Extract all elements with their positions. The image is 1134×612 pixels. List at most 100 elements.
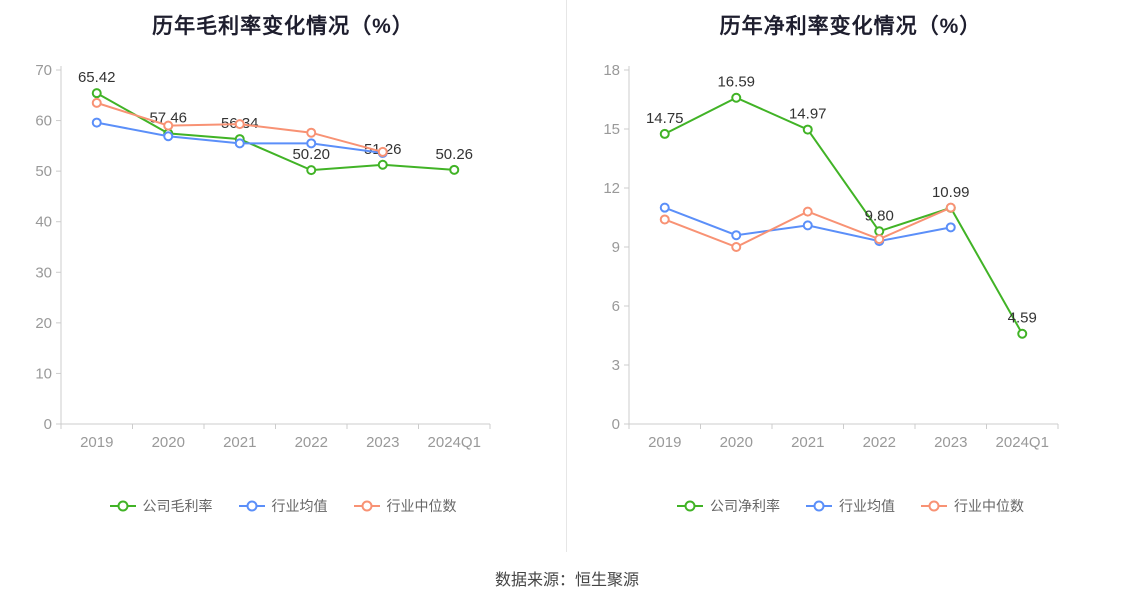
data-point-marker [306, 127, 317, 138]
legend-item[interactable]: 行业均值 [806, 496, 895, 516]
data-point-marker [449, 164, 460, 175]
line-circle-marker-icon [806, 500, 832, 512]
data-point-marker [306, 138, 317, 149]
y-tick-label: 0 [611, 416, 619, 433]
data-point-marker [659, 128, 670, 139]
net-margin-chart-title: 历年净利率变化情况（%） [719, 15, 982, 38]
gross-margin-legend: 公司毛利率 行业均值 行业中位数 [109, 496, 457, 516]
data-point-label: 10.99 [931, 184, 969, 201]
x-tick-label: 2021 [791, 434, 824, 451]
data-point-marker [802, 206, 813, 217]
y-tick-label: 30 [35, 264, 52, 281]
x-tick-label: 2021 [223, 434, 256, 451]
legend-dot [117, 500, 128, 512]
series-line [659, 202, 956, 252]
data-point-marker [802, 220, 813, 231]
line-circle-marker-icon [109, 500, 136, 512]
legend-item[interactable]: 行业中位数 [353, 496, 457, 516]
y-tick-label: 10 [35, 365, 52, 382]
x-tick-label: 2019 [80, 434, 113, 451]
data-point-label: 4.59 [1007, 310, 1036, 327]
data-point-marker [873, 234, 884, 245]
data-point-marker [945, 202, 956, 213]
net-margin-legend: 公司净利率 行业均值 行业中位数 [677, 496, 1024, 516]
legend-item[interactable]: 公司净利率 [677, 496, 780, 516]
data-point-marker [730, 230, 741, 241]
series-line [659, 202, 956, 247]
net-margin-line-chart: 0 3 6 9 12 15 18 2019 2020 2021 2022 2023 2024Q1 14.7… [603, 62, 1058, 451]
series-line [91, 97, 388, 157]
gross-margin-chart-title: 历年毛利率变化情况（%） [152, 15, 414, 38]
x-tick-label: 2024Q1 [428, 434, 481, 451]
data-point-marker [234, 138, 245, 149]
x-tick-label: 2020 [152, 434, 185, 451]
data-point-label: 9.80 [864, 207, 893, 224]
x-tick-label: 2022 [862, 434, 895, 451]
data-point-label: 50.26 [435, 146, 473, 163]
legend-label: 行业中位数 [386, 498, 457, 514]
data-point-label: 14.75 [645, 110, 683, 127]
x-tick-label: 2023 [366, 434, 399, 451]
x-tick-label: 2020 [719, 434, 752, 451]
data-point-marker [802, 124, 813, 135]
gross-margin-panel: 历年毛利率变化情况（%） 0 10 20 30 40 50 60 70 2019 2020 2021… [0, 0, 567, 552]
charts-row: 历年毛利率变化情况（%） 0 10 20 30 40 50 60 70 2019 2020 2021… [0, 0, 1134, 552]
data-point-marker [306, 165, 317, 176]
x-tick-label: 2019 [648, 434, 681, 451]
legend-dot [361, 500, 372, 512]
y-tick-label: 40 [35, 214, 52, 231]
legend-dot [246, 500, 257, 512]
legend-label: 公司毛利率 [142, 498, 213, 514]
y-tick-label: 6 [611, 298, 619, 315]
series-line: 14.75 16.59 14.97 9.80 10.99 4.59 [645, 74, 1036, 339]
data-point-label: 16.59 [717, 74, 755, 91]
data-point-label: 65.42 [78, 69, 116, 86]
data-source-note: 数据来源：恒生聚源 [494, 572, 639, 589]
net-margin-panel: 历年净利率变化情况（%） 0 3 6 9 12 15 18 2019 2020 2021 2022 2… [567, 0, 1134, 552]
y-tick-label: 20 [35, 315, 52, 332]
legend-item[interactable]: 公司毛利率 [109, 496, 213, 516]
legend-label: 行业均值 [839, 498, 895, 514]
line-circle-marker-icon [921, 500, 947, 512]
legend-dot [813, 500, 825, 512]
data-point-label: 14.97 [788, 106, 826, 123]
legend-dot [684, 500, 696, 512]
y-tick-label: 3 [611, 357, 619, 374]
data-point-marker [163, 120, 174, 131]
y-tick-label: 60 [35, 113, 52, 130]
legend-item[interactable]: 行业中位数 [921, 496, 1024, 516]
legend-item[interactable]: 行业均值 [238, 496, 328, 516]
data-point-marker [91, 97, 102, 108]
legend-dot [928, 500, 940, 512]
data-point-marker [234, 119, 245, 130]
data-point-marker [163, 131, 174, 142]
line-circle-marker-icon [353, 500, 380, 512]
data-point-marker [730, 92, 741, 103]
x-tick-label: 2024Q1 [995, 434, 1048, 451]
line-circle-marker-icon [238, 500, 265, 512]
data-point-marker [873, 226, 884, 237]
x-tick-label: 2022 [295, 434, 328, 451]
y-tick-label: 9 [611, 239, 619, 256]
data-point-marker [377, 146, 388, 157]
axes: 0 3 6 9 12 15 18 2019 2020 2021 2022 2023 2024Q1 [603, 62, 1058, 451]
data-point-label: 50.20 [292, 146, 330, 163]
y-tick-label: 15 [603, 121, 620, 138]
y-tick-label: 12 [603, 180, 620, 197]
legend-label: 行业均值 [271, 498, 328, 514]
y-tick-label: 0 [44, 416, 52, 433]
series-line [91, 117, 388, 158]
data-point-marker [659, 202, 670, 213]
x-tick-label: 2023 [934, 434, 967, 451]
data-point-marker [91, 117, 102, 128]
y-tick-label: 50 [35, 163, 52, 180]
data-point-marker [377, 159, 388, 170]
data-point-marker [91, 88, 102, 99]
axes: 0 10 20 30 40 50 60 70 2019 2020 2021 2022 2023 2024Q… [35, 62, 491, 451]
gross-margin-line-chart: 0 10 20 30 40 50 60 70 2019 2020 2021 2022 2023 2024Q… [35, 62, 491, 451]
y-tick-label: 70 [35, 62, 52, 79]
y-tick-label: 18 [603, 62, 620, 79]
legend-label: 公司净利率 [710, 498, 780, 514]
